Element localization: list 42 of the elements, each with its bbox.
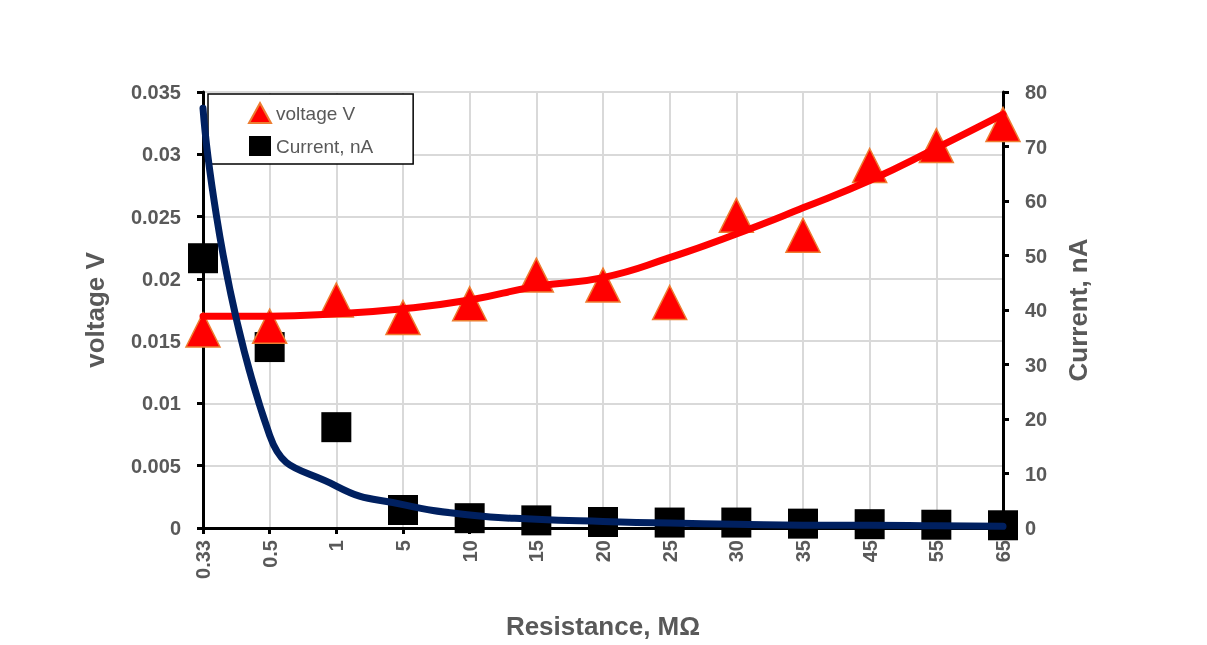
point (185, 312, 221, 348)
x-tick-label: 5 (392, 540, 414, 552)
y-tick-label: 0.005 (130, 454, 181, 477)
y2-tick-label: 20 (1025, 408, 1048, 430)
legend-label: Current, nA (276, 135, 374, 157)
point (321, 412, 352, 443)
x-tick-label: 25 (658, 540, 681, 563)
y2-tick-label: 80 (1025, 81, 1048, 103)
y2-tick-label: 70 (1025, 135, 1048, 158)
legend-label: voltage V (276, 102, 356, 124)
y-axis-title: voltage V (80, 251, 110, 368)
y2-tick-label: 60 (1025, 190, 1048, 212)
point (188, 243, 218, 274)
x-tick-label: 65 (992, 540, 1014, 563)
x-tick-label: 45 (858, 540, 881, 563)
y2-tick-label: 30 (1025, 353, 1048, 376)
y-tick-label: 0.02 (142, 267, 181, 290)
point (785, 217, 821, 254)
point (585, 267, 621, 303)
x-tick-label: 20 (592, 540, 614, 563)
x-tick-label: 15 (525, 540, 548, 563)
y2-axis-title: Current, nA (1063, 238, 1093, 382)
y-tick-label: 0.015 (130, 330, 181, 353)
y2-tick-label: 40 (1025, 299, 1048, 321)
x-tick-label: 1 (325, 540, 348, 552)
x-tick-label: 35 (792, 540, 814, 563)
x-tick-label: 30 (725, 540, 748, 563)
y-tick-label: 0.035 (130, 81, 181, 103)
y-tick-label: 0 (169, 517, 181, 539)
x-tick-label: 55 (925, 540, 948, 563)
x-axis-title: Resistance, MΩ (505, 611, 701, 641)
y2-tick-label: 50 (1025, 244, 1048, 267)
point (251, 308, 288, 344)
y-tick-label: 0.025 (130, 205, 181, 228)
x-tick-label: 0.5 (258, 540, 281, 568)
point (651, 284, 688, 321)
x-tick-label: 0.33 (192, 540, 214, 579)
y-tick-label: 0.01 (142, 392, 181, 415)
y-tick-label: 0.03 (142, 143, 181, 166)
y2-tick-label: 0 (1025, 517, 1037, 539)
x-tick-label: 10 (458, 540, 481, 563)
y2-tick-label: 10 (1025, 462, 1048, 485)
